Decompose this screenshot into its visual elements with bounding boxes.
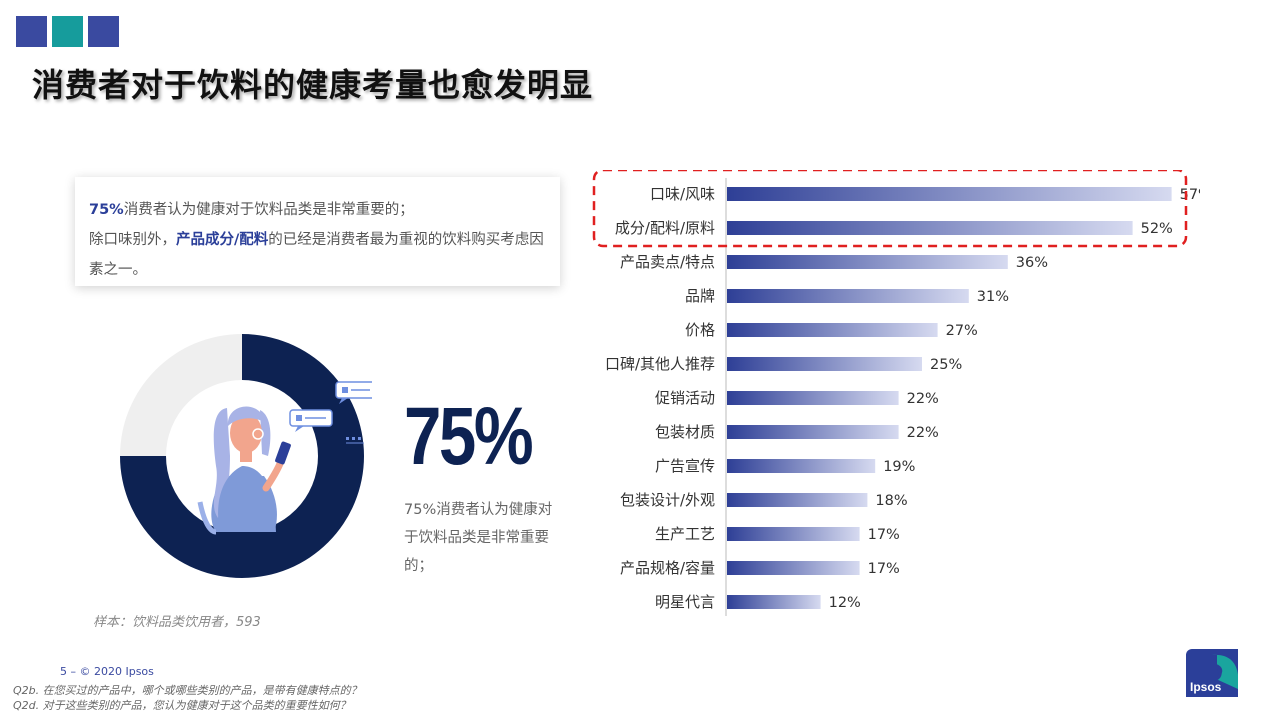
- ipsos-logo: Ipsos: [1186, 649, 1238, 697]
- header-square-3: [88, 16, 119, 47]
- bar: [727, 255, 1008, 269]
- category-label: 包装材质: [655, 423, 715, 441]
- header-square-1: [16, 16, 47, 47]
- donut-description: 75%消费者认为健康对于饮料品类是非常重要的；: [404, 502, 553, 574]
- header-square-2: [52, 16, 83, 47]
- page-title: 消费者对于饮料的健康考量也愈发明显: [32, 66, 594, 104]
- value-label: 17%: [868, 561, 900, 577]
- bar: [727, 391, 899, 405]
- callout-line2-pre: 除口味别外，: [89, 232, 176, 248]
- value-label: 52%: [1141, 221, 1173, 237]
- value-label: 18%: [875, 493, 907, 509]
- category-label: 成分/配料/原料: [615, 219, 715, 237]
- bar: [727, 323, 938, 337]
- category-label: 品牌: [685, 287, 715, 305]
- value-label: 27%: [946, 323, 978, 339]
- logo-text: Ipsos: [1190, 680, 1222, 694]
- typing-dots-icon: [346, 437, 364, 444]
- bar: [727, 289, 969, 303]
- category-label: 口味/风味: [650, 185, 715, 203]
- value-label: 12%: [829, 595, 861, 611]
- value-label: 17%: [868, 527, 900, 543]
- category-label: 口碑/其他人推荐: [605, 355, 715, 373]
- bar: [727, 595, 821, 609]
- value-label: 19%: [883, 459, 915, 475]
- callout-line2-post: 的已经是消费者最为重视的饮料购买考虑因素之一。: [89, 232, 544, 278]
- bar: [727, 561, 860, 575]
- question-note-1: Q2b. 在您买过的产品中，哪个或哪些类别的产品，是带有健康特点的？: [13, 684, 362, 697]
- summary-callout: 75%消费者认为健康对于饮料品类是非常重要的； 除口味别外，产品成分/配料的已经…: [75, 177, 560, 286]
- callout-line-1: 75%消费者认为健康对于饮料品类是非常重要的；: [89, 195, 546, 225]
- logo-mark-icon: Ipsos: [1190, 654, 1238, 694]
- highlight-box: [592, 170, 1188, 248]
- category-label: 促销活动: [655, 389, 715, 407]
- category-label: 包装设计/外观: [620, 491, 715, 509]
- sample-note: 样本：饮料品类饮用者，593: [93, 615, 261, 630]
- category-label: 产品规格/容量: [620, 559, 715, 577]
- callout-line-2: 除口味别外，产品成分/配料的已经是消费者最为重视的饮料购买考虑因素之一。: [89, 225, 546, 285]
- callout-percent: 75%: [89, 202, 124, 218]
- big-percent-label: 75%: [404, 391, 534, 482]
- category-label: 价格: [685, 321, 715, 339]
- category-label: 生产工艺: [655, 525, 715, 543]
- value-label: 36%: [1016, 255, 1048, 271]
- chat-bubble-icon: [335, 381, 372, 404]
- page-footer: 5 – © 2020 Ipsos: [60, 665, 154, 678]
- value-label: 22%: [907, 391, 939, 407]
- bar: [727, 527, 860, 541]
- bar: [727, 493, 868, 507]
- value-label: 22%: [907, 425, 939, 441]
- category-label: 广告宣传: [655, 457, 715, 475]
- category-label: 产品卖点/特点: [620, 253, 715, 271]
- bar: [727, 357, 922, 371]
- bar: [727, 221, 1133, 235]
- bar: [727, 459, 876, 473]
- chat-bubble-icon: [289, 409, 333, 432]
- category-label: 明星代言: [655, 593, 715, 611]
- donut-chart: [120, 334, 372, 578]
- bar: [727, 187, 1172, 201]
- bar-chart: 口味/风味 57% 成分/配料/原料 52% 产品卖点/特点 36% 品牌 31% 价格 27% 口…: [592, 170, 1200, 616]
- question-note-2: Q2d. 对于这些类别的产品，您认为健康对于这个品类的重要性如何？: [13, 699, 351, 712]
- value-label: 57%: [1180, 187, 1200, 203]
- question-notes: Q2b. 在您买过的产品中，哪个或哪些类别的产品，是带有健康特点的？ Q2d. …: [13, 683, 362, 713]
- callout-line1-text: 消费者认为健康对于饮料品类是非常重要的；: [123, 202, 414, 218]
- value-label: 31%: [977, 289, 1009, 305]
- callout-highlight: 产品成分/配料: [176, 232, 269, 248]
- woman-phone-illustration: [197, 406, 291, 535]
- bar: [727, 425, 899, 439]
- value-label: 25%: [930, 357, 962, 373]
